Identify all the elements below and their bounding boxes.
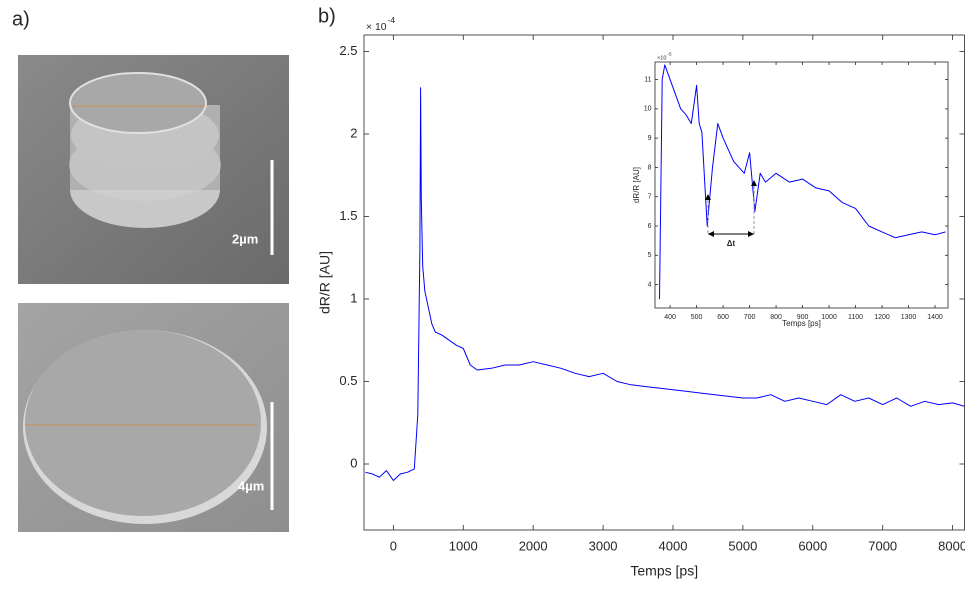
data-line xyxy=(659,64,946,300)
scale-label: 4µm xyxy=(238,478,264,493)
y-tick-label: 4 xyxy=(648,281,652,288)
y-tick-label: 7 xyxy=(648,194,652,201)
x-tick-label: 7000 xyxy=(868,538,897,553)
plot-area xyxy=(655,62,948,308)
y-tick-label: 6 xyxy=(648,223,652,230)
y-axis-label: dR/R [AU] xyxy=(317,251,333,314)
delta-t-annotation: Δt xyxy=(705,180,757,248)
x-tick-label: 1000 xyxy=(449,538,478,553)
y-tick-label: 11 xyxy=(644,76,651,83)
x-tick-label: 1400 xyxy=(927,314,943,321)
y-tick-label: 0 xyxy=(350,455,357,470)
sem-image: 2µm xyxy=(18,55,289,284)
data-layer xyxy=(659,64,946,300)
axis-exponent: -4 xyxy=(388,15,396,25)
y-tick-label: 1.5 xyxy=(339,208,357,223)
x-tick-label: 600 xyxy=(717,314,729,321)
x-tick-label: 3000 xyxy=(589,538,618,553)
y-tick-label: 2 xyxy=(350,125,357,140)
y-tick-label: 9 xyxy=(648,135,652,142)
chart: 400 500 600 700 800 900 1000 1100 1200 1300 1400 4 5… xyxy=(632,52,949,328)
x-tick-label: 8000 xyxy=(938,538,965,553)
y-tick-label: 8 xyxy=(648,164,652,171)
x-tick-label: 5000 xyxy=(728,538,757,553)
x-tick-label: 1200 xyxy=(874,314,890,321)
y-tick-label: 5 xyxy=(648,252,652,259)
y-tick-label: 1 xyxy=(350,290,357,305)
scale-label: 2µm xyxy=(232,231,258,246)
x-tick-label: 1300 xyxy=(901,314,917,321)
y-tick-label: 10 xyxy=(644,106,652,113)
panel-label: a) xyxy=(12,8,30,30)
x-tick-label: 0 xyxy=(390,538,397,553)
x-tick-label: 2000 xyxy=(519,538,548,553)
axis-exponent-base: × 10 xyxy=(366,22,387,33)
x-tick-label: 6000 xyxy=(798,538,827,553)
x-tick-label: 700 xyxy=(744,314,756,321)
x-tick-label: 400 xyxy=(664,314,676,321)
data-layer xyxy=(365,87,965,481)
y-tick-label: 0.5 xyxy=(339,373,357,388)
axis-exponent-base: ×10 xyxy=(657,55,667,61)
arrow-head xyxy=(705,180,757,237)
axis-exponent: -5 xyxy=(668,52,673,57)
x-tick-label: 900 xyxy=(797,314,809,321)
plot-frame xyxy=(654,61,949,309)
x-axis-label: Temps [ps] xyxy=(630,563,698,579)
panel-label: b) xyxy=(318,5,336,27)
x-tick-label: 1000 xyxy=(821,314,837,321)
data-line xyxy=(365,87,965,481)
annotation-label: Δt xyxy=(727,239,736,248)
sem-image: 4µm xyxy=(18,303,289,532)
y-axis-label: dR/R [AU] xyxy=(632,167,641,203)
x-axis-label: Temps [ps] xyxy=(782,319,821,328)
x-tick-label: 4000 xyxy=(659,538,688,553)
x-tick-label: 500 xyxy=(691,314,703,321)
x-tick-label: 1100 xyxy=(848,314,863,321)
x-tick-label: 800 xyxy=(770,314,782,321)
y-tick-label: 2.5 xyxy=(339,43,357,58)
